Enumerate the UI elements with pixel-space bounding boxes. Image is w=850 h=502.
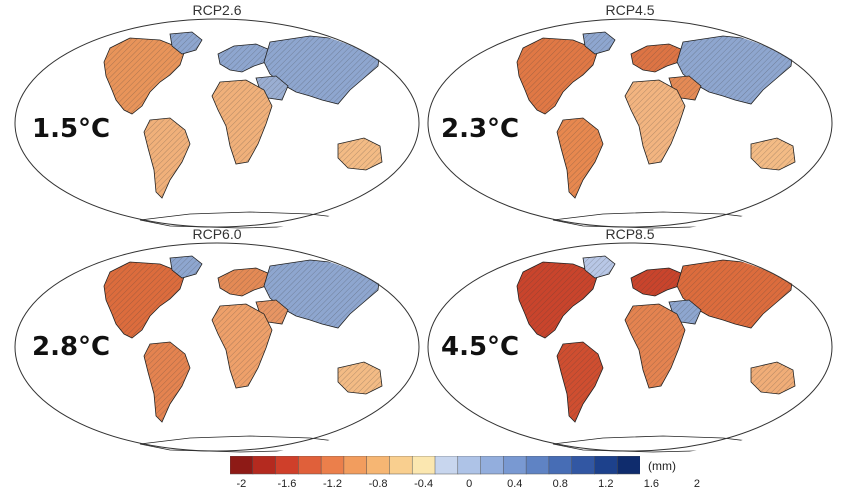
hatching-af [212, 80, 272, 164]
colorbar-tick-label: 1.2 [598, 478, 614, 490]
colorbar-swatch [525, 456, 550, 475]
hatching-eu [218, 268, 270, 296]
hatching-sa [144, 342, 190, 422]
hatching-na [517, 38, 598, 114]
warming-label: 2.3°C [439, 114, 522, 144]
warming-label: 4.5°C [439, 332, 522, 362]
warming-label: 2.8°C [30, 332, 113, 362]
colorbar-swatch [457, 456, 482, 475]
colorbar-swatch [298, 456, 322, 475]
colorbar-swatches [230, 456, 640, 475]
hatching-au [338, 138, 382, 170]
colorbar-swatch [571, 456, 596, 475]
hatching-eu [218, 44, 270, 72]
hatching-as [264, 36, 380, 104]
map-panel: RCP6.0 2.8°C [12, 226, 422, 454]
hatching-au [338, 362, 382, 394]
panel-title: RCP8.5 [605, 226, 655, 242]
hatching-na [104, 262, 185, 338]
colorbar-tick-label: 0 [466, 478, 473, 490]
map-outline [427, 242, 833, 452]
hatching-na [104, 38, 185, 114]
panel-title: RCP4.5 [605, 2, 655, 18]
hatching-af [212, 304, 272, 388]
colorbar-swatch [411, 456, 436, 475]
colorbar-swatch [548, 456, 573, 475]
hatching-as [264, 260, 380, 328]
hatching-sa [557, 342, 603, 422]
hatching-af [625, 80, 685, 164]
colorbar: -2 -1.6 -1.2 -0.8 -0.4 0 0.4 0.8 1.2 1.6 2 (mm) [230, 456, 700, 500]
colorbar-tick-label: -1.2 [323, 478, 342, 490]
hatching-af [625, 304, 685, 388]
map-outline [14, 242, 420, 452]
colorbar-tick-label: -2 [236, 478, 247, 490]
map-outline [427, 18, 833, 228]
map-panel: RCP4.5 2.3°C [425, 2, 835, 230]
colorbar-tick-label: 0.8 [552, 478, 568, 490]
colorbar-unit: (mm) [648, 459, 676, 473]
colorbar-swatch [480, 456, 504, 475]
hatching-gr [583, 32, 615, 54]
colorbar-swatch [252, 456, 277, 475]
world-map [427, 18, 833, 229]
colorbar-tick-label: 2 [693, 478, 700, 490]
hatching-as [677, 260, 793, 328]
hatching-gr [170, 256, 202, 278]
hatching-au [751, 138, 795, 170]
colorbar-swatch [320, 456, 345, 475]
hatching-gr [170, 32, 202, 54]
world-map [427, 242, 833, 453]
panel-title: RCP6.0 [192, 226, 242, 242]
map-outline [14, 18, 420, 228]
colorbar-swatch [594, 456, 618, 475]
hatching-sa [144, 118, 190, 198]
panel-title: RCP2.6 [192, 2, 242, 18]
hatching-eu [631, 268, 683, 296]
hatching-gr [583, 256, 615, 278]
colorbar-tick-label: -1.6 [277, 478, 297, 490]
colorbar-swatch [275, 456, 299, 475]
map-panel: RCP2.6 1.5°C [12, 2, 422, 230]
colorbar-swatch [503, 456, 527, 475]
hatching-as [677, 36, 793, 104]
hatching-eu [631, 44, 683, 72]
colorbar-swatch [616, 456, 640, 475]
colorbar-swatch [434, 456, 459, 475]
colorbar-swatch [343, 456, 368, 475]
colorbar-swatch [230, 456, 254, 475]
hatching-sa [557, 118, 603, 198]
world-map [14, 18, 420, 229]
hatching-na [517, 262, 598, 338]
warming-label: 1.5°C [30, 114, 113, 144]
hatching-au [751, 362, 795, 394]
map-panel: RCP8.5 4.5°C [425, 226, 835, 454]
colorbar-tick-label: 1.6 [643, 478, 660, 490]
world-map [14, 242, 420, 453]
colorbar-swatch [366, 456, 390, 475]
colorbar-tick-label: 0.4 [507, 478, 523, 490]
colorbar-swatch [389, 456, 413, 475]
colorbar-tick-label: -0.4 [414, 478, 434, 490]
colorbar-tick-label: -0.8 [368, 478, 388, 490]
